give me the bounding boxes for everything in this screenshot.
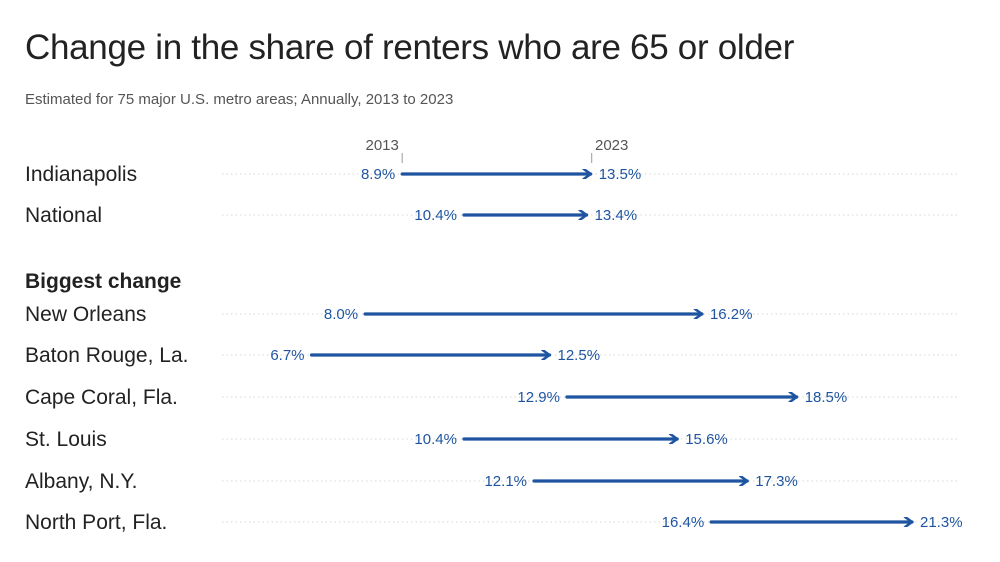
row-albany-n-y: Albany, N.Y. 12.1% 17.3% bbox=[25, 470, 960, 493]
row-new-orleans: New Orleans 8.0% 16.2% bbox=[25, 303, 960, 326]
start-value-label: 8.9% bbox=[361, 166, 395, 183]
row-label: Albany, N.Y. bbox=[25, 470, 137, 493]
end-value-label: 21.3% bbox=[920, 514, 963, 531]
start-year-label: 2013 bbox=[365, 137, 398, 154]
row-cape-coral-fla: Cape Coral, Fla. 12.9% 18.5% bbox=[25, 386, 960, 409]
end-value-label: 17.3% bbox=[755, 473, 798, 490]
row-label: Indianapolis bbox=[25, 163, 137, 186]
start-value-label: 12.1% bbox=[484, 473, 527, 490]
end-value-label: 12.5% bbox=[558, 347, 601, 364]
row-north-port-fla: North Port, Fla. 16.4% 21.3% bbox=[25, 511, 963, 534]
end-value-label: 13.5% bbox=[599, 166, 642, 183]
row-label: Baton Rouge, La. bbox=[25, 344, 188, 367]
start-value-label: 10.4% bbox=[414, 207, 457, 224]
row-label: New Orleans bbox=[25, 303, 146, 326]
end-value-label: 15.6% bbox=[685, 431, 728, 448]
end-value-label: 18.5% bbox=[805, 389, 848, 406]
row-national: National 10.4% 13.4% bbox=[25, 204, 960, 227]
section-label-biggest-change: Biggest change bbox=[25, 270, 181, 293]
start-value-label: 16.4% bbox=[662, 514, 705, 531]
end-value-label: 13.4% bbox=[595, 207, 638, 224]
row-label: Cape Coral, Fla. bbox=[25, 386, 178, 409]
start-value-label: 10.4% bbox=[414, 431, 457, 448]
row-label: St. Louis bbox=[25, 428, 107, 451]
row-label: National bbox=[25, 204, 102, 227]
end-value-label: 16.2% bbox=[710, 306, 753, 323]
start-value-label: 8.0% bbox=[324, 306, 358, 323]
row-st-louis: St. Louis 10.4% 15.6% bbox=[25, 428, 960, 451]
start-value-label: 12.9% bbox=[517, 389, 560, 406]
chart-title: Change in the share of renters who are 6… bbox=[25, 28, 795, 67]
chart-subtitle: Estimated for 75 major U.S. metro areas;… bbox=[25, 91, 454, 108]
end-year-label: 2023 bbox=[595, 137, 628, 154]
row-label: North Port, Fla. bbox=[25, 511, 167, 534]
start-value-label: 6.7% bbox=[270, 347, 304, 364]
row-indianapolis: Indianapolis 8.9% 13.5% bbox=[25, 163, 960, 186]
row-baton-rouge-la: Baton Rouge, La. 6.7% 12.5% bbox=[25, 344, 960, 367]
